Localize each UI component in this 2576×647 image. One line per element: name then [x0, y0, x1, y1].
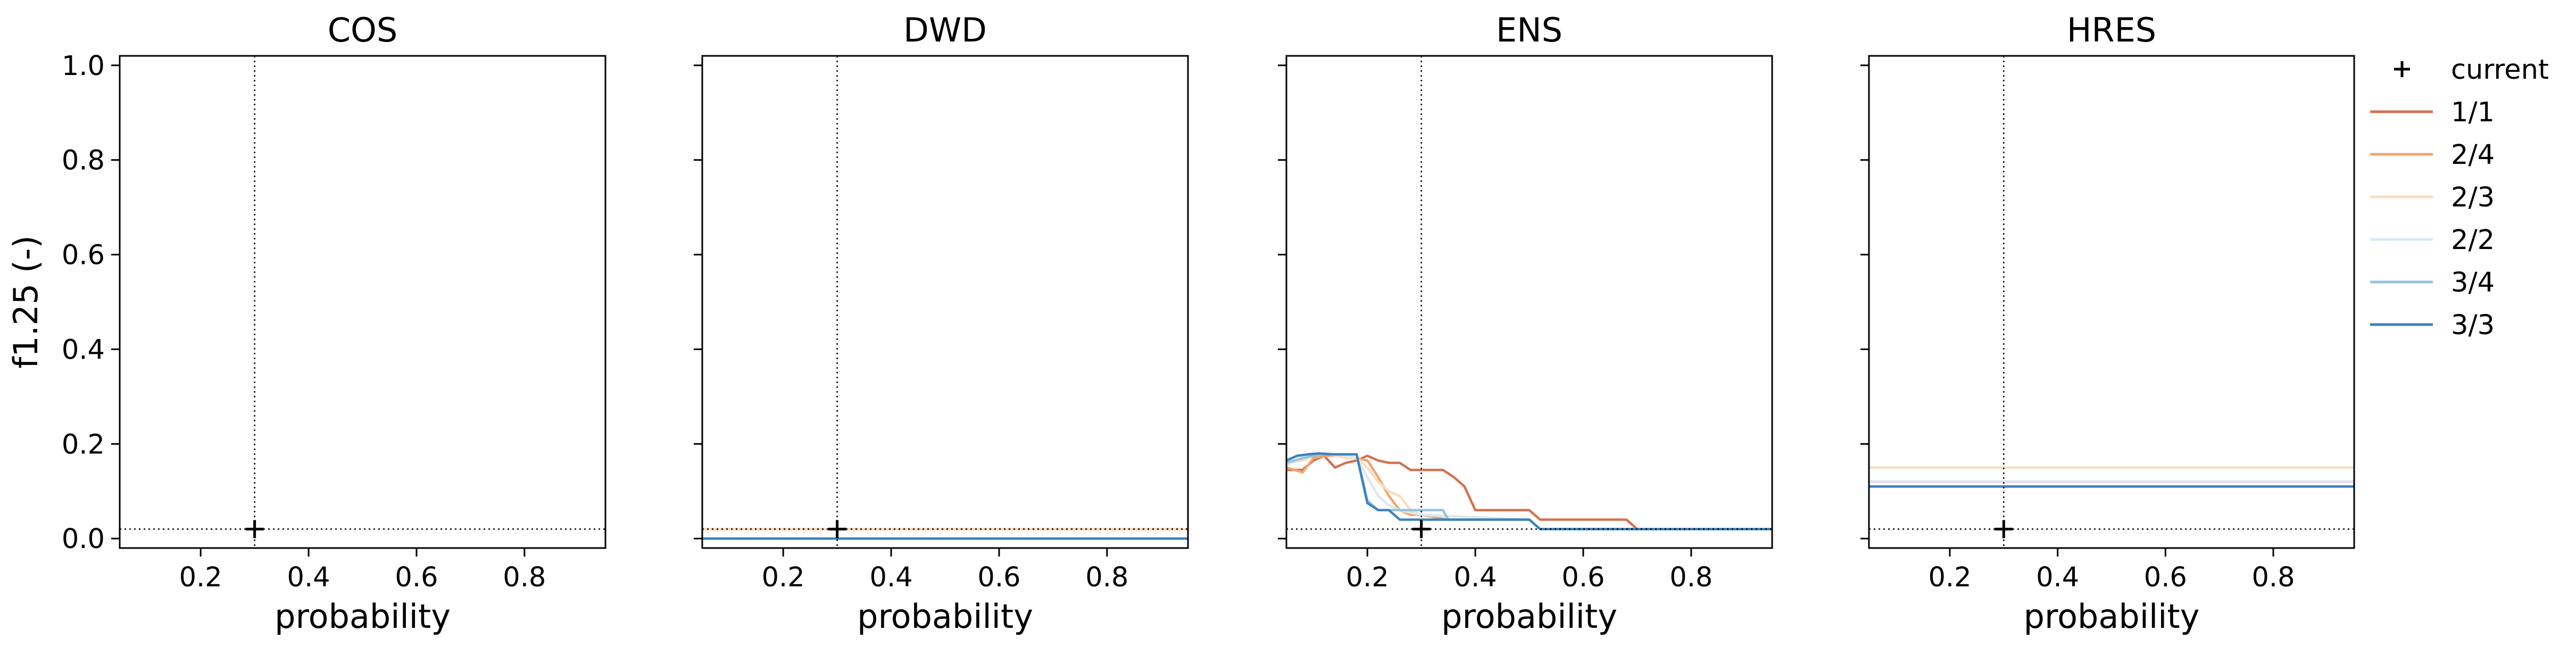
panel-dwd: 0.2 0.4 0.6 0.8 DWD probability — [694, 11, 1189, 636]
x-tick-label: 0.4 — [2036, 562, 2079, 593]
legend-label: 2/2 — [2451, 225, 2495, 256]
series-group — [702, 528, 1188, 540]
x-tick-label: 0.6 — [2144, 562, 2187, 593]
legend: current 1/1 2/4 2/3 2/2 3/4 3/3 — [2370, 54, 2549, 341]
axes-frame — [701, 55, 1189, 549]
series-line-1-1 — [1286, 454, 1772, 530]
legend-entry: 3/3 — [2370, 310, 2495, 341]
panel-title: DWD — [903, 11, 987, 49]
series-group — [1286, 452, 1772, 530]
current-marker — [245, 520, 264, 538]
legend-label: 2/4 — [2451, 139, 2495, 171]
x-tick-label: 0.2 — [762, 562, 805, 593]
x-axis-label: probability — [857, 597, 1033, 636]
x-tick-label: 0.4 — [870, 562, 913, 593]
panel-title: HRES — [2067, 11, 2156, 49]
x-tick-label: 0.6 — [395, 562, 438, 593]
legend-label: 1/1 — [2451, 97, 2495, 128]
axes-frame — [1285, 55, 1773, 549]
axes-frame — [1868, 55, 2355, 549]
panel-hres: 0.2 0.4 0.6 0.8 HRES probability — [1860, 11, 2355, 636]
y-tick-label: 0.8 — [62, 145, 105, 177]
legend-label: 2/3 — [2451, 182, 2495, 213]
x-tick-label: 0.2 — [1346, 562, 1389, 593]
y-tick-label: 0.4 — [62, 334, 105, 366]
x-tick-label: 0.6 — [1561, 562, 1605, 593]
panel-cos: 0.2 0.4 0.6 0.8 0.0 0.2 0.4 0.6 0.8 1.0 COS probabi… — [6, 11, 606, 636]
x-tick-label: 0.2 — [179, 562, 222, 593]
panel-title: ENS — [1496, 11, 1563, 49]
legend-label: 3/4 — [2451, 267, 2495, 298]
x-tick-label: 0.6 — [977, 562, 1020, 593]
current-marker — [1412, 520, 1431, 538]
legend-label: 3/3 — [2451, 310, 2495, 341]
legend-entry: current — [2394, 54, 2549, 86]
current-marker — [1995, 520, 2013, 538]
legend-entry: 2/4 — [2370, 139, 2495, 171]
current-marker — [828, 520, 846, 538]
y-tick-label: 0.0 — [62, 524, 105, 555]
series-group — [1869, 466, 2354, 488]
legend-entry: 2/2 — [2370, 225, 2495, 256]
x-axis-label: probability — [1441, 597, 1617, 636]
y-tick-label: 1.0 — [62, 51, 105, 82]
x-tick-label: 0.8 — [2251, 562, 2295, 593]
x-tick-label: 0.4 — [1454, 562, 1497, 593]
x-tick-label: 0.8 — [503, 562, 546, 593]
x-tick-label: 0.8 — [1669, 562, 1713, 593]
y-tick-label: 0.2 — [62, 429, 105, 460]
series-line-3-3 — [1286, 452, 1772, 530]
y-axis-label: f1.25 (-) — [6, 235, 45, 368]
x-tick-label: 0.8 — [1085, 562, 1128, 593]
panel-title: COS — [328, 11, 397, 49]
x-tick-label: 0.4 — [287, 562, 330, 593]
legend-entry: 3/4 — [2370, 267, 2495, 298]
y-tick-label: 0.6 — [62, 240, 105, 271]
x-tick-label: 0.2 — [1928, 562, 1971, 593]
legend-entry: 1/1 — [2370, 97, 2495, 128]
x-axis-label: probability — [275, 597, 451, 636]
x-axis-label: probability — [2024, 597, 2200, 636]
panel-ens: 0.2 0.4 0.6 0.8 ENS probability — [1278, 11, 1773, 636]
legend-entry: 2/3 — [2370, 182, 2495, 213]
legend-label: current — [2451, 54, 2549, 86]
axes-frame — [119, 55, 606, 549]
